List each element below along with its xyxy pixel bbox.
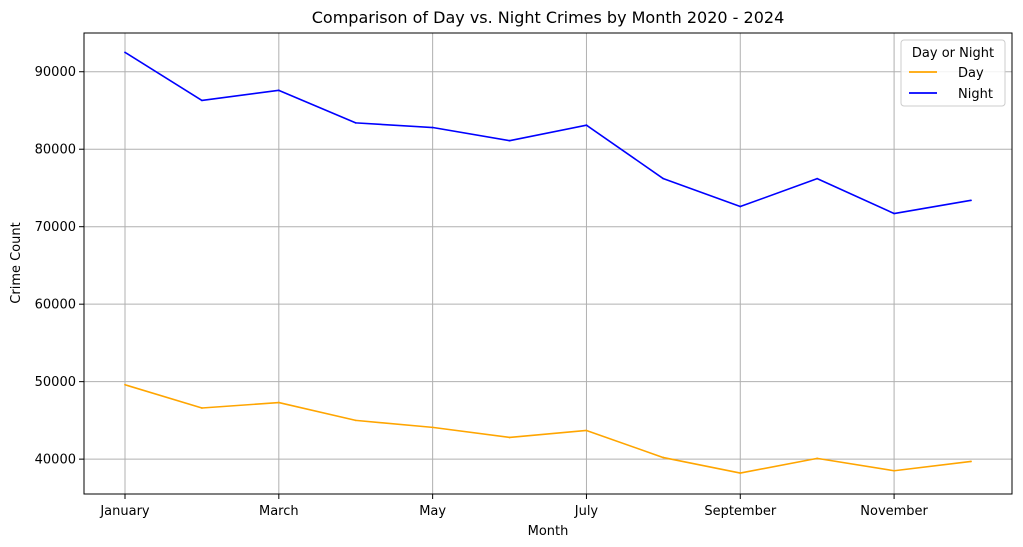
data-point-day: [431, 426, 434, 429]
data-point-night: [970, 199, 972, 202]
data-point-day: [739, 472, 742, 474]
x-tick-label: November: [860, 504, 928, 519]
y-tick-label: 40000: [35, 453, 76, 468]
data-point-night: [585, 124, 588, 127]
data-point-day: [354, 419, 357, 422]
y-tick-label: 50000: [35, 375, 76, 390]
y-tick-label: 80000: [35, 143, 76, 158]
x-axis: January March May July September November: [99, 494, 929, 519]
y-axis-label: Crime Count: [9, 222, 24, 303]
legend-label-night: Night: [958, 87, 993, 102]
y-axis: 40000 50000 60000 70000 80000 90000: [35, 65, 84, 468]
grid-layer: [84, 33, 1012, 494]
data-point-day: [508, 436, 511, 439]
chart-title: Comparison of Day vs. Night Crimes by Mo…: [312, 8, 785, 27]
data-point-day: [201, 407, 203, 409]
y-tick-label: 70000: [35, 220, 76, 235]
x-tick-label: May: [419, 504, 446, 519]
data-point-night: [354, 121, 357, 124]
x-tick-label: March: [259, 504, 299, 519]
data-point-night: [739, 205, 742, 208]
data-point-day: [585, 429, 588, 432]
series-line-night: [124, 51, 972, 215]
series-line-day: [124, 383, 972, 474]
legend-label-day: Day: [958, 66, 984, 81]
series-layer: [124, 51, 972, 474]
data-point-night: [431, 126, 434, 129]
x-tick-label: January: [99, 504, 150, 519]
data-point-night: [201, 99, 203, 102]
data-point-day: [816, 457, 819, 460]
legend-box: [900, 39, 1006, 107]
data-point-night: [124, 51, 126, 54]
legend: Day or Night Day Night: [900, 39, 1006, 107]
y-tick-label: 60000: [35, 298, 76, 313]
x-tick-label: July: [574, 504, 599, 519]
data-point-day: [277, 401, 280, 404]
data-point-night: [508, 139, 511, 142]
data-point-night: [816, 177, 819, 180]
x-tick-label: September: [704, 504, 777, 519]
data-point-day: [124, 383, 126, 386]
y-tick-label: 90000: [35, 65, 76, 80]
data-point-night: [662, 177, 665, 180]
data-point-night: [277, 89, 280, 92]
data-point-day: [893, 469, 895, 472]
data-point-day: [662, 456, 665, 459]
data-point-day: [970, 460, 972, 463]
x-axis-label: Month: [528, 524, 569, 539]
plot-frame: [83, 32, 1013, 495]
legend-title: Day or Night: [912, 46, 994, 61]
data-point-night: [893, 212, 895, 215]
